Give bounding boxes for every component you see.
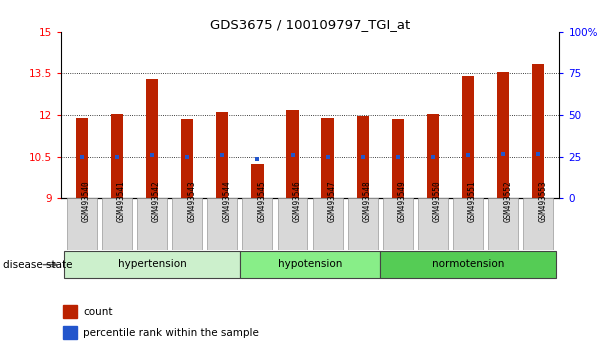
Text: GSM493544: GSM493544: [223, 180, 231, 222]
FancyBboxPatch shape: [348, 198, 378, 250]
Bar: [286, 109, 299, 198]
Bar: [462, 76, 474, 198]
FancyBboxPatch shape: [240, 251, 380, 278]
FancyBboxPatch shape: [67, 198, 97, 250]
Text: disease state: disease state: [3, 260, 72, 270]
Text: normotension: normotension: [432, 259, 504, 269]
Text: GSM493550: GSM493550: [433, 180, 442, 222]
Text: GSM493547: GSM493547: [328, 180, 337, 222]
FancyBboxPatch shape: [380, 251, 556, 278]
Text: GSM493548: GSM493548: [363, 180, 371, 222]
Bar: [357, 116, 369, 198]
FancyBboxPatch shape: [418, 198, 448, 250]
FancyBboxPatch shape: [453, 198, 483, 250]
FancyBboxPatch shape: [243, 198, 272, 250]
FancyBboxPatch shape: [488, 198, 518, 250]
Text: percentile rank within the sample: percentile rank within the sample: [83, 328, 259, 338]
Text: GSM493543: GSM493543: [187, 180, 196, 222]
FancyBboxPatch shape: [137, 198, 167, 250]
Bar: [181, 119, 193, 198]
Text: GSM493540: GSM493540: [82, 180, 91, 222]
Text: GSM493549: GSM493549: [398, 180, 407, 222]
Text: hypotension: hypotension: [278, 259, 342, 269]
Title: GDS3675 / 100109797_TGI_at: GDS3675 / 100109797_TGI_at: [210, 18, 410, 31]
Bar: [63, 326, 77, 339]
Text: GSM493551: GSM493551: [468, 180, 477, 222]
FancyBboxPatch shape: [278, 198, 308, 250]
Bar: [497, 72, 510, 198]
Text: GSM493552: GSM493552: [503, 180, 512, 222]
Bar: [532, 64, 544, 198]
Text: GSM493541: GSM493541: [117, 180, 126, 222]
FancyBboxPatch shape: [172, 198, 202, 250]
Text: hypertension: hypertension: [118, 259, 187, 269]
FancyBboxPatch shape: [523, 198, 553, 250]
FancyBboxPatch shape: [64, 251, 240, 278]
Bar: [216, 112, 229, 198]
Bar: [322, 118, 334, 198]
Text: GSM493553: GSM493553: [538, 180, 547, 222]
Bar: [146, 79, 158, 198]
Text: GSM493542: GSM493542: [152, 180, 161, 222]
Bar: [427, 114, 439, 198]
FancyBboxPatch shape: [207, 198, 237, 250]
FancyBboxPatch shape: [383, 198, 413, 250]
Bar: [392, 119, 404, 198]
Bar: [111, 114, 123, 198]
Text: count: count: [83, 307, 112, 317]
FancyBboxPatch shape: [102, 198, 132, 250]
Bar: [63, 305, 77, 318]
Text: GSM493545: GSM493545: [257, 180, 266, 222]
Bar: [251, 164, 263, 198]
Text: GSM493546: GSM493546: [292, 180, 302, 222]
Bar: [76, 118, 88, 198]
FancyBboxPatch shape: [313, 198, 342, 250]
